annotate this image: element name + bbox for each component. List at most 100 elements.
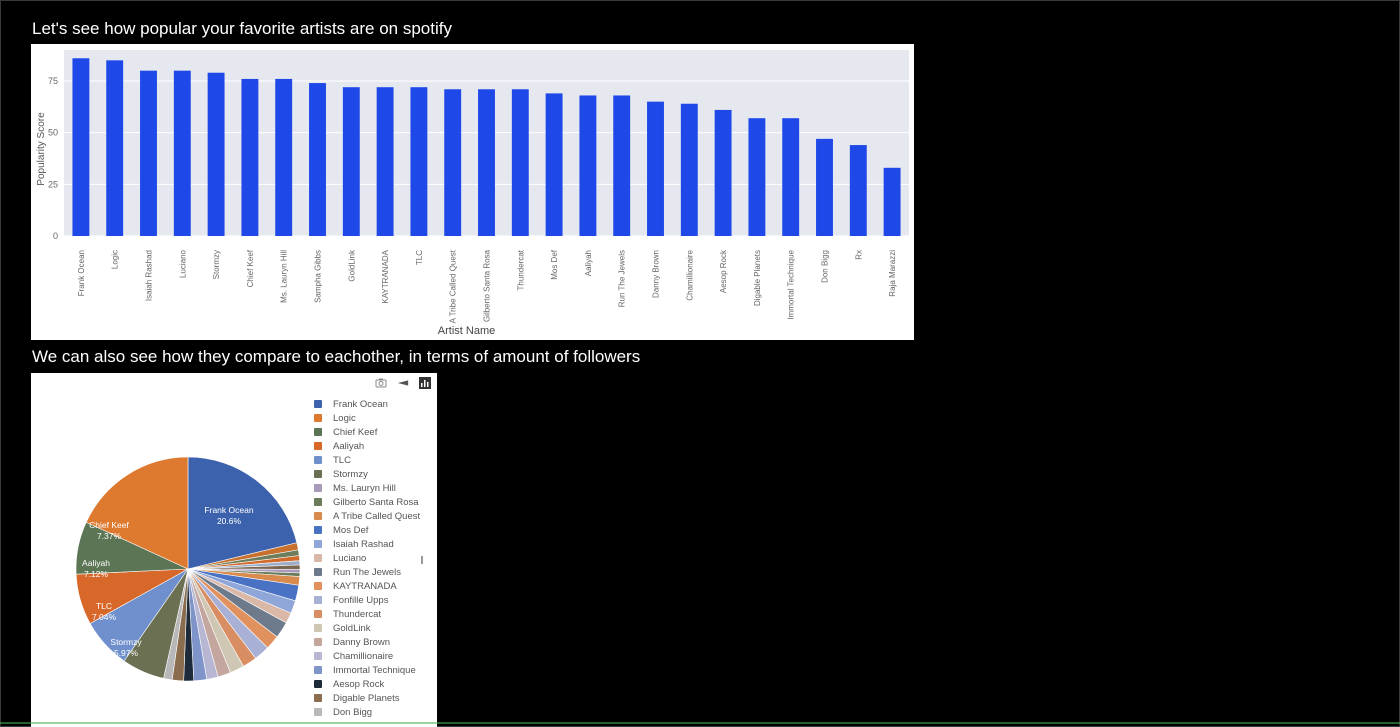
bar[interactable] [478,89,495,236]
legend-scrollbar[interactable] [421,556,423,564]
bar[interactable] [342,87,360,236]
legend-swatch [314,470,322,478]
x-tick-label: Sampha Gibbs [314,250,323,303]
legend-item[interactable]: Run The Jewels [314,565,434,579]
bottom-divider [0,722,1400,724]
legend-item[interactable]: TLC [314,453,434,467]
legend-item[interactable]: Chief Keef [314,425,434,439]
bar-chart[interactable]: 0 25 50 75 Frank Ocean Logic Isaiah Rashad Luci… [31,44,914,340]
legend-item[interactable]: Don Bigg [314,705,434,719]
legend-item[interactable]: Luciano [314,551,434,565]
legend-swatch [314,498,322,506]
bar[interactable] [883,167,901,236]
y-tick-label: 75 [48,76,58,86]
x-tick-label: Raja Marazzi [888,250,897,297]
bar[interactable] [647,101,664,236]
legend-item[interactable]: Mos Def [314,523,434,537]
legend-swatch [314,624,322,632]
legend-item[interactable]: Digable Planets [314,691,434,705]
legend-item[interactable]: Danny Brown [314,635,434,649]
bar[interactable] [72,58,90,237]
legend-label: GoldLink [333,622,371,634]
legend-swatch [314,414,322,422]
bar[interactable] [106,60,124,236]
legend-item[interactable]: Fonfille Upps [314,593,434,607]
bar[interactable] [714,109,732,236]
legend-swatch [314,680,322,688]
legend-item[interactable]: Aesop Rock [314,677,434,691]
bar[interactable] [545,93,563,237]
bar[interactable] [173,70,191,237]
pie-slice[interactable] [187,456,298,570]
legend-item[interactable]: GoldLink [314,621,434,635]
legend-label: Luciano [333,552,367,564]
bar[interactable] [275,78,293,236]
bar[interactable] [613,95,631,236]
pie-slice-percent: 7.04% [92,612,117,622]
legend-item[interactable]: Isaiah Rashad [314,537,434,551]
bar[interactable] [309,83,326,236]
bar[interactable] [207,72,225,236]
legend-label: Chamillionaire [333,650,394,662]
legend-item[interactable]: Ms. Lauryn Hill [314,481,434,495]
legend-item[interactable]: Immortal Technique [314,663,434,677]
legend-swatch [314,400,322,408]
legend-swatch [314,554,322,562]
x-tick-label: Aesop Rock [719,249,728,293]
bar[interactable] [816,138,833,236]
legend-swatch [314,568,322,576]
legend-swatch [314,666,322,674]
x-tick-label: KAYTRANADA [381,249,390,303]
zoom-icon[interactable] [397,377,409,389]
pie-slice-name: TLC [96,601,112,611]
legend-swatch [314,652,322,660]
pie-slice-percent: 5.97% [114,648,139,658]
legend-item[interactable]: Logic [314,411,434,425]
legend-item[interactable]: Aaliyah [314,439,434,453]
legend-item[interactable]: KAYTRANADA [314,579,434,593]
pie-chart-panel[interactable]: Frank Ocean 20.6% Chief Keef 7.37% Aaliyah 7.… [31,373,437,727]
bar[interactable] [511,89,529,236]
legend-item[interactable]: Stormzy [314,467,434,481]
pie-chart-heading: We can also see how they compare to each… [32,347,641,366]
bar-chart-panel[interactable]: 0 25 50 75 Frank Ocean Logic Isaiah Rashad Luci… [31,44,914,340]
bar[interactable] [748,118,766,236]
bar[interactable] [376,87,394,236]
legend-label: Chief Keef [333,426,378,438]
pie-slice-name: Frank Ocean [204,505,253,515]
bar[interactable] [410,87,428,236]
camera-icon[interactable] [375,377,387,389]
legend-item[interactable]: A Tribe Called Quest [314,509,434,523]
plotly-logo-icon[interactable] [419,377,431,389]
pie-slice[interactable] [85,456,189,570]
legend-item[interactable]: Frank Ocean [314,397,434,411]
legend-label: Isaiah Rashad [333,538,394,550]
x-tick-label: Run The Jewels [618,250,627,307]
bar[interactable] [782,118,800,236]
legend-item[interactable]: Chamillionaire [314,649,434,663]
bar[interactable] [241,78,259,236]
bar[interactable] [140,70,157,237]
bar[interactable] [849,145,867,236]
legend-swatch [314,638,322,646]
x-tick-label: Isaiah Rashad [145,250,154,301]
legend-item[interactable]: Thundercat [314,607,434,621]
legend-label: Danny Brown [333,636,391,648]
legend-label: Logic [333,412,356,424]
legend-label: A Tribe Called Quest [333,510,421,522]
x-tick-label: Mos Def [550,249,559,280]
x-tick-label: Luciano [178,249,187,278]
legend-label: KAYTRANADA [333,580,397,592]
x-tick-label: GoldLink [347,249,356,282]
bar[interactable] [680,103,698,236]
legend-label: Fonfille Upps [333,594,389,606]
x-tick-label: Chief Keef [246,249,255,287]
legend-label: Don Bigg [333,706,373,718]
legend-item[interactable]: Gilberto Santa Rosa [314,495,434,509]
legend-label: Immortal Technique [333,664,416,676]
x-tick-label: Aaliyah [584,250,593,276]
x-tick-label: A Tribe Called Quest [449,249,458,323]
bar[interactable] [579,95,597,236]
bar[interactable] [444,89,462,236]
